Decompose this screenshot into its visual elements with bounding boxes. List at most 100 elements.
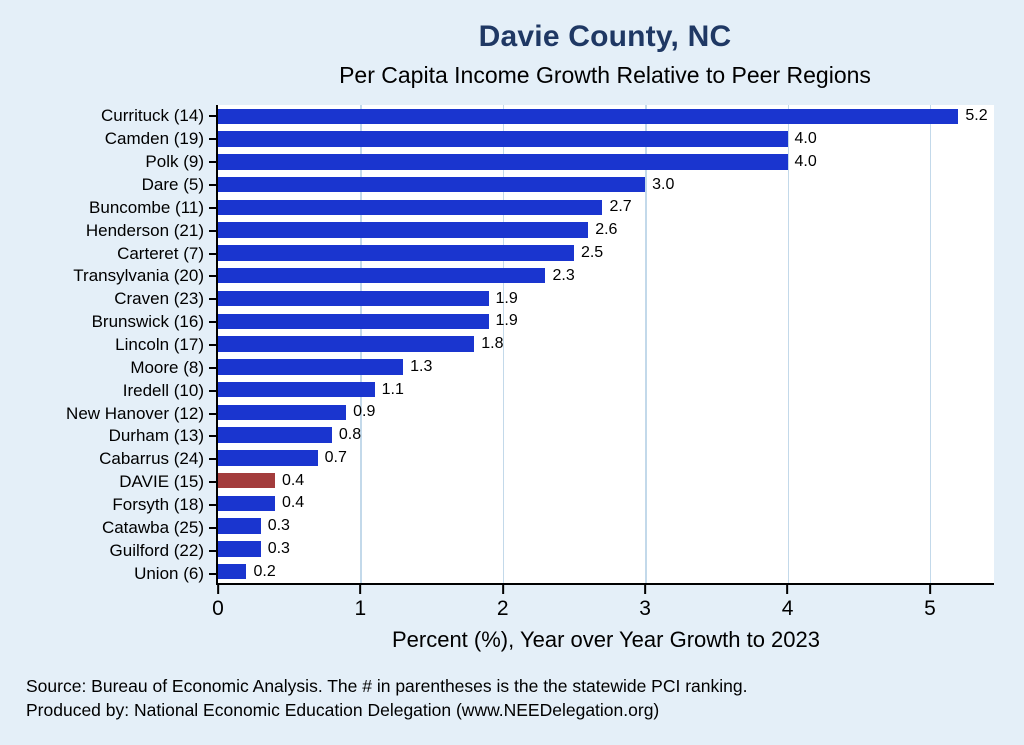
bar xyxy=(218,541,261,557)
category-label: DAVIE (15) xyxy=(119,472,204,492)
bar-row: 0.8 xyxy=(218,424,994,447)
value-label: 4.0 xyxy=(794,152,817,170)
category-row: DAVIE (15) xyxy=(26,471,216,494)
value-label: 0.2 xyxy=(253,562,276,580)
gridline xyxy=(645,105,647,583)
x-axis: 0 1 2 3 4 5 xyxy=(26,585,994,627)
bar xyxy=(218,450,318,466)
y-tick-mark xyxy=(209,504,216,507)
category-label: Forsyth (18) xyxy=(112,495,204,515)
category-label: Catawba (25) xyxy=(101,517,204,537)
bar xyxy=(218,313,489,329)
page-title: Davie County, NC xyxy=(478,20,732,53)
value-label: 0.3 xyxy=(267,517,290,535)
category-row: Forsyth (18) xyxy=(26,494,216,517)
category-label: Union (6) xyxy=(134,563,204,583)
category-label: Cabarrus (24) xyxy=(99,449,204,469)
category-row: Craven (23) xyxy=(26,288,216,311)
x-tick-mark xyxy=(786,585,789,594)
bar-row: 2.5 xyxy=(218,242,994,265)
gridline xyxy=(787,105,790,583)
bar-row: 0.3 xyxy=(218,515,994,538)
y-tick-mark xyxy=(209,275,216,278)
highlighted-bar xyxy=(218,472,275,489)
value-label: 2.3 xyxy=(552,266,575,284)
y-tick-mark xyxy=(209,481,216,484)
bar xyxy=(218,108,959,125)
y-axis-labels: Currituck (14) Camden (19) Polk (9) Dare (5… xyxy=(26,105,216,585)
category-row: Guilford (22) xyxy=(26,539,216,562)
category-label: New Hanover (12) xyxy=(66,403,204,423)
bar-row: 5.2 xyxy=(218,105,994,128)
category-row: Catawba (25) xyxy=(26,516,216,539)
category-label: Henderson (21) xyxy=(85,220,204,240)
x-tick-label: 5 xyxy=(924,597,936,620)
category-row: Henderson (21) xyxy=(26,219,216,242)
bar-row: 4.0 xyxy=(218,151,994,174)
y-tick-mark xyxy=(209,389,216,392)
bar-row: 1.1 xyxy=(218,378,994,401)
category-label: Brunswick (16) xyxy=(91,312,204,332)
bar xyxy=(218,563,247,580)
y-tick-mark xyxy=(209,206,216,209)
bar-row: 0.4 xyxy=(218,469,994,492)
value-label: 0.9 xyxy=(353,403,376,421)
value-label: 0.4 xyxy=(281,471,305,489)
gridline xyxy=(929,105,932,583)
value-label: 4.0 xyxy=(794,130,817,148)
category-row: Dare (5) xyxy=(26,174,216,197)
y-tick-mark xyxy=(209,458,216,461)
category-row: Camden (19) xyxy=(26,128,216,151)
value-label: 0.8 xyxy=(338,426,362,444)
bar xyxy=(218,154,788,170)
x-tick-label: 0 xyxy=(212,597,224,620)
y-tick-mark xyxy=(209,572,216,575)
x-tick: 4 xyxy=(782,585,793,621)
x-tick-mark xyxy=(501,585,504,594)
y-tick-mark xyxy=(209,161,216,164)
category-row: Brunswick (16) xyxy=(26,311,216,334)
bar-row: 1.3 xyxy=(218,355,994,378)
gridline xyxy=(502,105,505,583)
bar-row: 0.3 xyxy=(218,538,994,561)
bar xyxy=(218,268,546,284)
x-axis-title: Percent (%), Year over Year Growth to 20… xyxy=(391,627,821,652)
bar xyxy=(218,290,489,307)
plot-area: 5.2 4.0 4.0 3.0 2.7 2.6 2.5 2.3 1.9 1.9 1.8 1.3 1.1 0… xyxy=(216,105,994,585)
value-label: 0.7 xyxy=(324,448,347,466)
bar xyxy=(218,427,332,443)
category-row: Transylvania (20) xyxy=(26,265,216,288)
value-label: 5.2 xyxy=(965,107,988,125)
category-row: Polk (9) xyxy=(26,151,216,174)
y-tick-mark xyxy=(209,549,216,552)
category-label: Camden (19) xyxy=(104,129,204,149)
category-label: Carteret (7) xyxy=(117,243,204,263)
bar-row: 2.3 xyxy=(218,264,994,287)
bar-row: 0.4 xyxy=(218,492,994,515)
category-row: Union (6) xyxy=(26,562,216,585)
y-tick-mark xyxy=(209,298,216,301)
bar-row: 2.7 xyxy=(218,196,994,219)
bar xyxy=(218,199,603,216)
category-label: Polk (9) xyxy=(145,152,204,172)
category-label: Craven (23) xyxy=(114,289,204,309)
bar-row: 0.7 xyxy=(218,446,994,469)
x-tick-mark xyxy=(644,585,647,594)
category-label: Transylvania (20) xyxy=(73,266,204,286)
bar xyxy=(218,131,788,147)
category-label: Buncombe (11) xyxy=(89,197,204,217)
x-tick-label: 1 xyxy=(354,597,367,620)
x-axis-spacer xyxy=(26,585,218,627)
bar xyxy=(218,404,347,421)
category-row: Cabarrus (24) xyxy=(26,448,216,471)
value-label: 2.7 xyxy=(609,198,632,216)
chart-subtitle: Per Capita Income Growth Relative to Pee… xyxy=(339,62,871,88)
bar-row: 0.9 xyxy=(218,401,994,424)
bar-row: 1.8 xyxy=(218,333,994,356)
x-axis-ticks: 0 1 2 3 4 5 xyxy=(212,585,994,627)
x-tick: 2 xyxy=(497,585,509,621)
x-tick-mark xyxy=(359,585,362,594)
bar xyxy=(218,381,375,398)
x-tick-label: 2 xyxy=(496,597,509,620)
